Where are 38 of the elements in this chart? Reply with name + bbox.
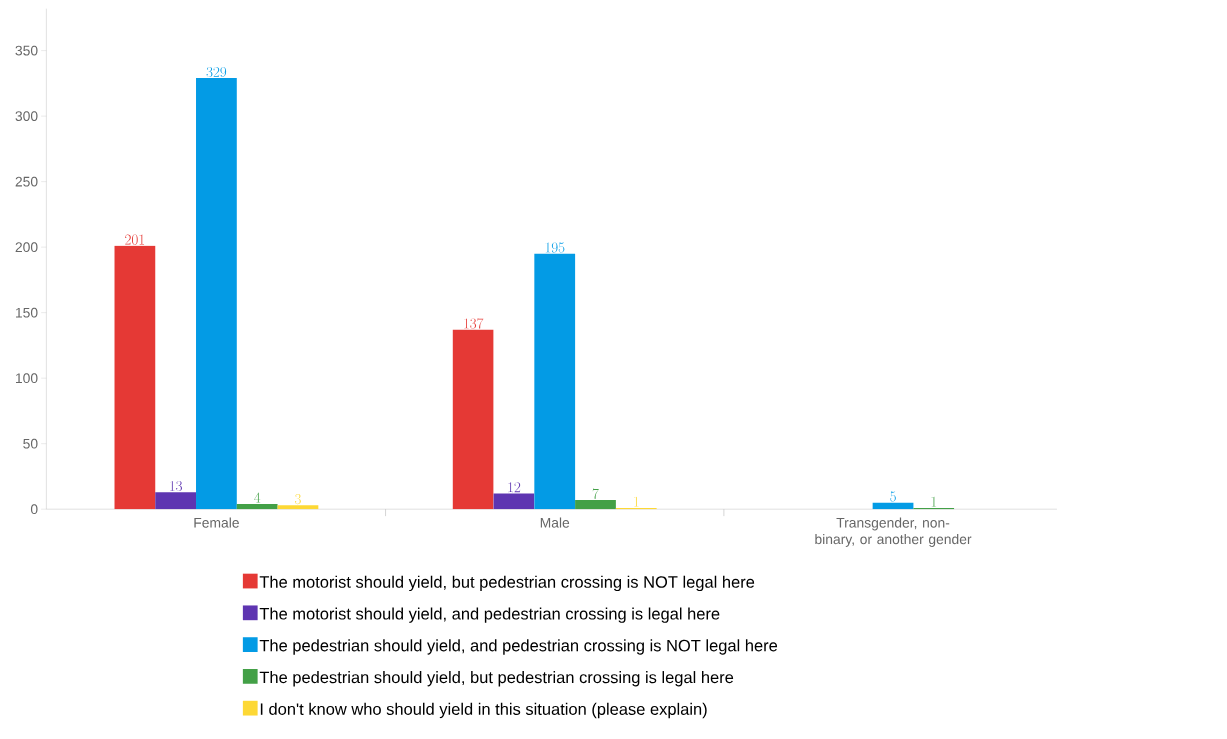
data-label: 1 — [634, 496, 639, 507]
x-tick-label: Female — [194, 517, 239, 528]
bar — [872, 502, 914, 510]
legend-label: The pedestrian should yield, but pedestrian crossing is legal here — [259, 671, 734, 687]
y-tick-label: 50 — [23, 438, 38, 449]
y-tick-label: 350 — [15, 45, 38, 56]
bar — [534, 253, 576, 510]
data-label: 137 — [464, 318, 484, 329]
data-label: 195 — [545, 242, 565, 253]
y-tick-label: 200 — [15, 242, 38, 253]
bar — [575, 500, 616, 510]
y-tick-label: 150 — [16, 307, 38, 318]
data-label: 7 — [592, 488, 599, 499]
bar — [236, 503, 278, 510]
data-label: 4 — [254, 492, 261, 503]
legend-label: I don't know who should yield in this situation (please explain) — [260, 702, 707, 719]
legend-label: The pedestrian should yield, and pedestrian crossing is NOT legal here — [259, 639, 778, 655]
y-tick-label: 100 — [16, 373, 38, 384]
bar — [277, 505, 319, 510]
y-tick-label: 0 — [30, 504, 38, 515]
data-label: 12 — [508, 482, 521, 493]
bar — [196, 78, 237, 510]
bar — [452, 329, 494, 510]
y-tick-label: 300 — [15, 111, 38, 121]
legend-label: The motorist should yield, and pedestrian crossing is legal here — [259, 607, 720, 623]
y-tick-label: 250 — [15, 176, 38, 187]
data-label: 201 — [125, 234, 145, 245]
x-tick-label: Male — [540, 517, 570, 528]
x-tick-label: Transgender, non-binary, or another gender — [815, 517, 972, 547]
data-label: 3 — [295, 494, 301, 505]
bar — [114, 245, 156, 510]
data-label: 329 — [206, 66, 227, 77]
data-label: 1 — [931, 496, 937, 507]
legend-label: The motorist should yield, but pedestrian crossing is NOT legal here — [259, 575, 755, 592]
bar — [155, 492, 197, 510]
data-label: 5 — [890, 491, 896, 502]
bar — [493, 493, 535, 510]
data-label: 13 — [170, 480, 182, 492]
